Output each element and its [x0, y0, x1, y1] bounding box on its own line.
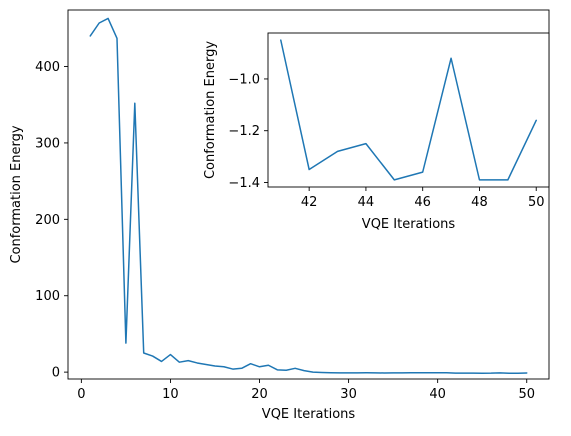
inset-x-tick-label-1: 44 — [358, 195, 375, 210]
main-x-tick-label-4: 40 — [429, 387, 446, 402]
main-x-tick-label-1: 10 — [162, 387, 179, 402]
inset-series-line-0 — [280, 39, 537, 181]
main-y-tick-label-2: 200 — [35, 213, 60, 228]
main-x-tick-label-5: 50 — [518, 387, 535, 402]
inset-x-axis-label: VQE Iterations — [362, 217, 456, 232]
inset-axes-frame — [267, 32, 550, 188]
main-y-tick-label-4: 400 — [35, 60, 60, 75]
main-axes-frame — [67, 9, 550, 380]
main-y-tick-label-0: 0 — [52, 366, 60, 381]
main-y-axis-label: Conformation Energy — [9, 125, 24, 263]
main-series-line-0 — [89, 17, 528, 374]
inset-y-axis-label: Conformation Energy — [203, 41, 218, 179]
inset-y-tick-label-2: −1.4 — [228, 176, 260, 191]
inset-x-tick-label-3: 48 — [471, 195, 488, 210]
inset-x-tick-label-0: 42 — [301, 195, 318, 210]
inset-y-tick-label-0: −1.0 — [228, 72, 260, 87]
main-y-tick-label-3: 300 — [35, 136, 60, 151]
main-x-tick-label-2: 20 — [251, 387, 268, 402]
inset-y-tick-label-1: −1.2 — [228, 124, 260, 139]
main-chart: 0 10 20 30 40 50 0 100 200 300 400 VQE Iterations Co… — [9, 9, 550, 422]
inset-plot-background — [268, 33, 549, 187]
inset-chart: 42 44 46 48 50 −1.0 −1.2 −1.4 VQE Iterations Conf… — [203, 32, 550, 232]
main-x-tick-label-0: 0 — [77, 387, 85, 402]
main-y-tick-label-1: 100 — [35, 289, 60, 304]
main-x-axis-label: VQE Iterations — [262, 407, 356, 422]
inset-x-tick-label-2: 46 — [414, 195, 431, 210]
inset-x-tick-label-4: 50 — [528, 195, 545, 210]
main-x-tick-label-3: 30 — [340, 387, 357, 402]
